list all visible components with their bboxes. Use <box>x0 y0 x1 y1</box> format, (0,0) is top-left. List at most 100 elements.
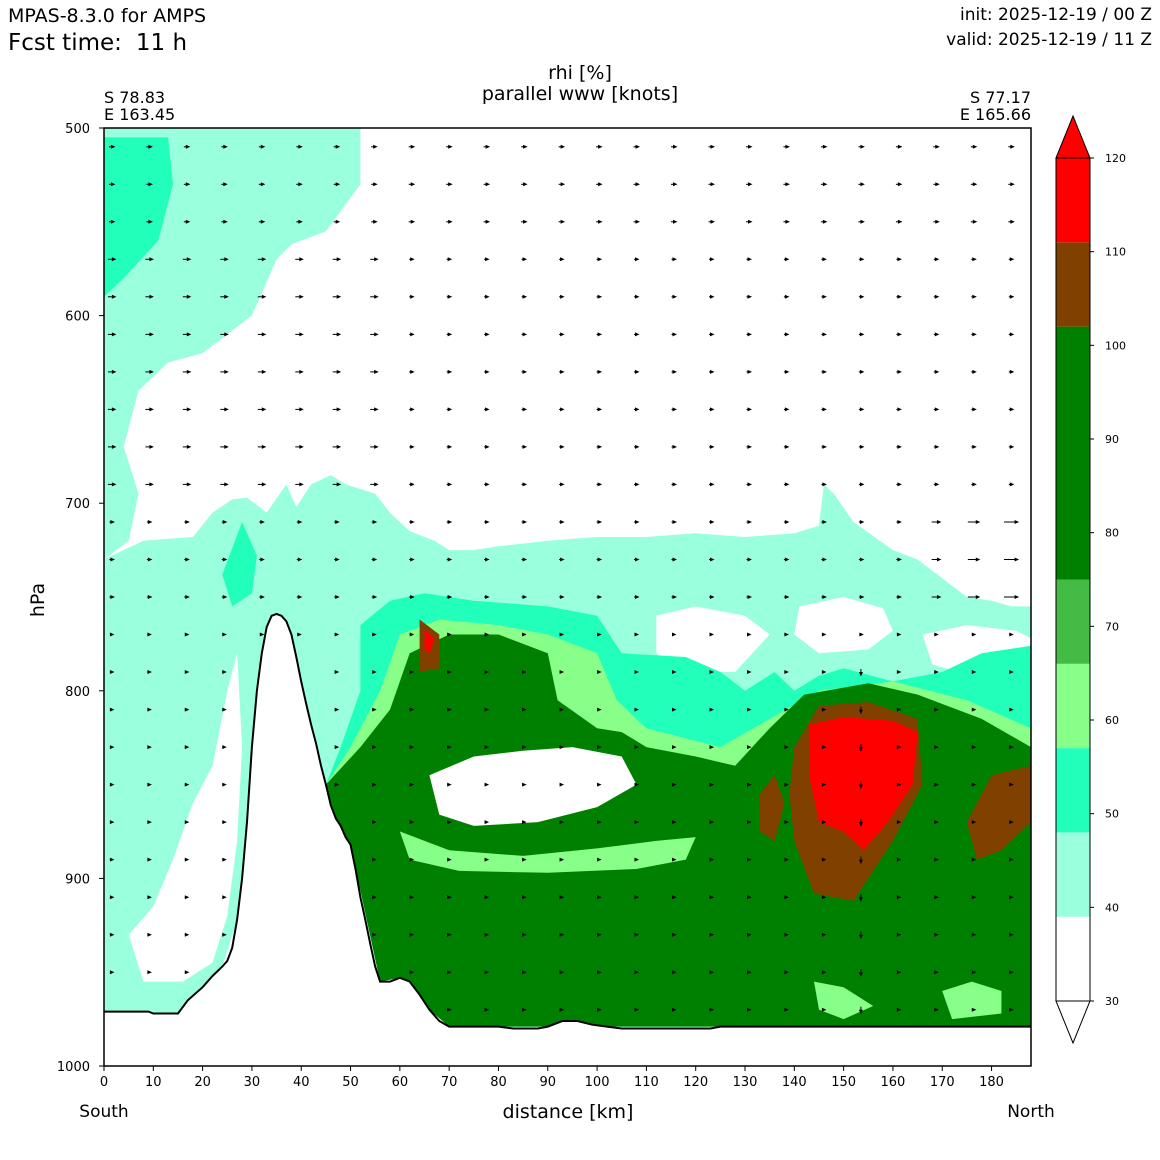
wind-arrow <box>447 707 452 712</box>
wind-arrow <box>896 745 902 750</box>
wind-arrow <box>372 707 377 712</box>
wind-arrow <box>671 369 677 374</box>
rhi-region-18 <box>809 717 918 851</box>
wind-arrow <box>521 257 528 262</box>
wind-arrow <box>896 482 902 487</box>
wind-arrow <box>597 932 602 937</box>
wind-arrow <box>370 482 379 487</box>
x-tick-label: 70 <box>441 1075 458 1090</box>
wind-arrow <box>1008 182 1015 187</box>
wind-arrow <box>858 407 865 412</box>
wind-arrow <box>821 257 827 262</box>
wind-arrow <box>971 970 977 975</box>
wind-arrow <box>1008 144 1015 149</box>
x-tick-label: 120 <box>683 1075 708 1090</box>
wind-arrow <box>409 294 415 299</box>
wind-arrow <box>896 520 902 524</box>
wind-arrow <box>409 895 415 900</box>
colorbar-label: 60 <box>1105 714 1119 727</box>
wind-arrow <box>672 857 677 862</box>
wind-arrow <box>671 595 677 599</box>
wind-arrow <box>332 444 342 449</box>
wind-arrow <box>933 332 940 337</box>
wind-arrow <box>370 369 379 374</box>
wind-arrow <box>821 895 827 900</box>
wind-arrow <box>709 932 714 937</box>
wind-arrow <box>784 932 789 937</box>
wind-arrow <box>108 182 116 187</box>
x-tick-label: 20 <box>194 1075 211 1090</box>
wind-arrow <box>559 970 565 975</box>
wind-arrow <box>408 144 416 149</box>
wind-arrow <box>967 520 981 524</box>
rhi-region-16 <box>424 628 435 654</box>
wind-arrow <box>257 294 267 299</box>
wind-arrow <box>597 745 602 750</box>
wind-arrow <box>220 294 229 299</box>
colorbar-label: 110 <box>1105 246 1126 259</box>
wind-arrow <box>522 745 527 750</box>
wind-arrow <box>484 707 490 712</box>
wind-arrow <box>784 857 789 862</box>
colorbar-band <box>1056 579 1090 664</box>
wind-arrow <box>145 482 154 487</box>
wind-arrow <box>372 895 377 900</box>
wind-arrow <box>634 632 639 637</box>
wind-arrow <box>672 632 677 637</box>
wind-arrow <box>559 745 565 750</box>
wind-arrow <box>783 520 790 524</box>
wind-arrow <box>970 144 978 149</box>
right-end-lat: S 77.17 <box>970 88 1031 107</box>
wind-arrow <box>559 557 565 562</box>
wind-arrow <box>934 932 939 937</box>
wind-arrow <box>933 182 940 187</box>
wind-arrow <box>184 932 190 937</box>
wind-arrow <box>446 482 453 487</box>
wind-arrow <box>971 407 977 412</box>
wind-arrow <box>558 144 566 149</box>
wind-arrow <box>559 294 565 299</box>
colorbar-band <box>1056 832 1090 917</box>
wind-arrow <box>672 820 677 825</box>
wind-arrow <box>597 670 602 674</box>
wind-arrow <box>971 745 977 750</box>
chart-subtitle: parallel www [knots] <box>482 83 678 105</box>
wind-arrow <box>783 294 790 299</box>
wind-arrow <box>522 632 527 637</box>
wind-arrow <box>484 782 490 787</box>
wind-arrow <box>409 707 415 712</box>
wind-arrow <box>934 745 939 750</box>
wind-arrow <box>783 557 790 562</box>
wind-arrow <box>484 857 490 862</box>
wind-arrow <box>220 407 229 412</box>
wind-arrow <box>521 482 528 487</box>
wind-arrow <box>559 1007 565 1012</box>
wind-arrow <box>896 632 902 637</box>
wind-arrow <box>746 219 753 224</box>
wind-arrow <box>597 632 602 637</box>
wind-arrow <box>1009 707 1014 712</box>
wind-arrow <box>784 782 789 787</box>
wind-arrow <box>447 745 452 750</box>
wind-arrow <box>559 407 565 412</box>
rhi-region-7 <box>222 522 257 607</box>
wind-arrow <box>1008 444 1015 449</box>
wind-arrow <box>784 670 789 674</box>
wind-arrow <box>971 257 977 262</box>
wind-arrow <box>184 745 190 750</box>
wind-arrow <box>296 557 303 562</box>
wind-arrow <box>332 257 342 262</box>
wind-arrow <box>858 182 865 187</box>
wind-arrow <box>634 707 639 712</box>
wind-arrow <box>220 332 229 337</box>
wind-arrow <box>672 707 677 712</box>
wind-arrow <box>145 444 154 449</box>
y-tick-label: 700 <box>65 497 90 512</box>
wind-arrow <box>672 782 677 787</box>
wind-arrow <box>597 1007 602 1012</box>
wind-arrow <box>295 332 304 337</box>
wind-arrow <box>447 895 452 900</box>
wind-arrow <box>671 407 677 412</box>
wind-arrow <box>222 707 227 712</box>
